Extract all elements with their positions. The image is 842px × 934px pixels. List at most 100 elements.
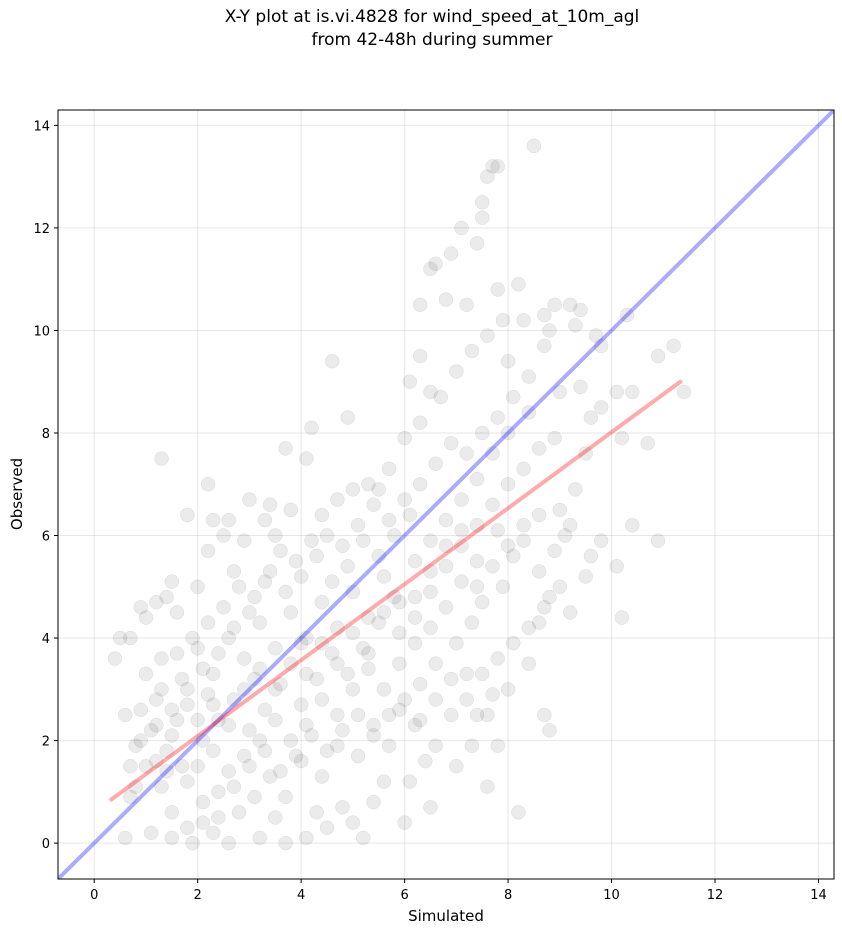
scatter-point	[330, 620, 345, 636]
scatter-point	[268, 712, 283, 728]
scatter-point	[490, 410, 505, 425]
scatter-point	[278, 835, 293, 851]
scatter-point	[242, 605, 257, 620]
scatter-point	[412, 676, 428, 692]
scatter-point	[226, 779, 242, 794]
scatter-point	[412, 348, 428, 364]
chart-title: X-Y plot at is.vi.4828 for wind_speed_at…	[0, 6, 842, 52]
scatter-point	[314, 635, 330, 651]
scatter-point	[392, 702, 407, 718]
scatter-point	[299, 717, 314, 733]
scatter-point	[335, 799, 350, 815]
scatter-point	[490, 651, 505, 666]
scatter-point	[247, 589, 262, 605]
scatter-point	[547, 430, 562, 446]
x-tick-label: 14	[810, 888, 827, 903]
scatter-point	[443, 435, 459, 451]
scatter-point	[335, 723, 350, 738]
scatter-point	[242, 492, 257, 507]
scatter-point	[371, 548, 386, 564]
scatter-point	[397, 815, 412, 830]
scatter-point	[495, 579, 511, 595]
scatter-point	[469, 707, 485, 723]
scatter-point	[537, 600, 552, 615]
scatter-point	[288, 748, 304, 764]
scatter-point	[355, 830, 371, 846]
scatter-point	[366, 794, 381, 810]
scatter-point	[583, 410, 599, 425]
scatter-point	[355, 641, 371, 656]
scatter-point	[345, 482, 361, 497]
scatter-point	[190, 579, 205, 595]
scatter-point	[376, 774, 392, 789]
scatter-point	[480, 169, 495, 184]
scatter-point	[221, 717, 236, 733]
scatter-point	[459, 692, 474, 707]
scatter-point	[335, 538, 350, 554]
y-tick-label: 2	[42, 735, 50, 750]
scatter-point	[185, 630, 200, 646]
scatter-point	[376, 569, 392, 584]
scatter-point	[449, 758, 464, 774]
scatter-point	[216, 528, 231, 543]
scatter-point	[149, 753, 164, 769]
scatter-point	[174, 671, 190, 687]
scatter-point	[500, 353, 516, 369]
scatter-point	[526, 138, 542, 154]
scatter-point	[562, 605, 578, 620]
scatter-point	[423, 584, 438, 600]
scatter-point	[190, 641, 205, 656]
scatter-point	[268, 528, 283, 543]
scatter-point	[169, 712, 185, 728]
scatter-point	[304, 728, 319, 743]
scatter-point	[469, 579, 485, 595]
scatter-point	[174, 758, 190, 774]
scatter-point	[304, 420, 319, 436]
scatter-point	[252, 615, 268, 630]
scatter-point	[449, 635, 464, 651]
scatter-point	[443, 707, 459, 723]
scatter-point	[143, 723, 159, 738]
scatter-point	[542, 589, 557, 605]
scatter-point	[407, 553, 423, 569]
scatter-point	[454, 492, 469, 507]
scatter-point	[180, 774, 195, 789]
scatter-point	[480, 707, 495, 723]
scatter-point	[480, 328, 495, 343]
scatter-point	[221, 512, 236, 528]
scatter-point	[262, 497, 278, 513]
scatter-point	[474, 594, 490, 610]
scatter-point	[211, 712, 226, 728]
scatter-point	[164, 574, 180, 589]
x-tick-label: 0	[90, 888, 98, 903]
scatter-point	[154, 779, 169, 794]
scatter-point	[154, 682, 169, 697]
scatter-point	[418, 753, 433, 769]
scatter-point	[562, 297, 578, 313]
scatter-point	[402, 507, 418, 523]
scatter-point	[283, 502, 299, 518]
scatter-point	[107, 651, 123, 666]
scatter-point	[293, 753, 309, 769]
plot-frame	[57, 109, 835, 880]
scatter-point	[185, 835, 200, 851]
scatter-point	[438, 512, 454, 528]
scatter-point	[500, 476, 516, 492]
scatter-point	[593, 338, 609, 354]
scatter-point	[490, 159, 505, 174]
scatter-point	[459, 666, 474, 682]
scatter-point	[443, 246, 459, 261]
scatter-point	[273, 764, 288, 779]
scatter-point	[500, 538, 516, 554]
scatter-point	[485, 687, 500, 702]
scatter-point	[112, 630, 128, 646]
scatter-point	[195, 794, 211, 810]
scatter-point	[506, 389, 521, 405]
scatter-point	[573, 302, 588, 318]
scatter-point	[449, 364, 464, 379]
scatter-point	[361, 646, 376, 661]
scatter-point	[666, 338, 681, 354]
scatter-point	[459, 446, 474, 461]
scatter-point	[273, 543, 288, 559]
scatter-point	[506, 635, 521, 651]
